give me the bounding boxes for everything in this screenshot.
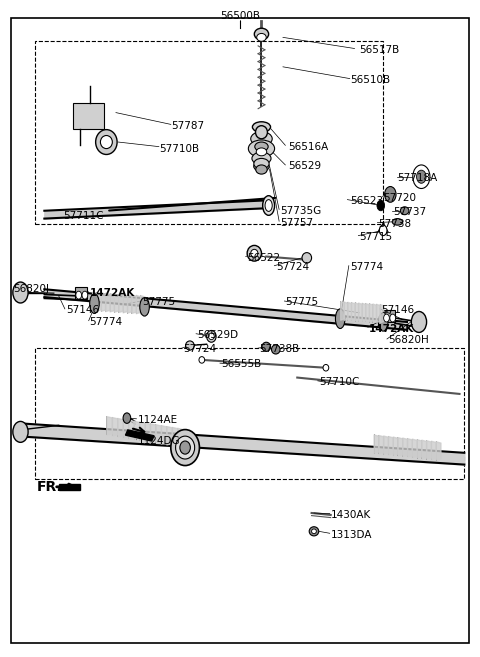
Text: 1124DG: 1124DG xyxy=(137,436,180,446)
Ellipse shape xyxy=(272,345,280,354)
Circle shape xyxy=(377,200,384,211)
Text: 1472AK: 1472AK xyxy=(90,288,135,298)
Bar xyxy=(35,41,383,224)
Circle shape xyxy=(413,165,430,189)
Ellipse shape xyxy=(208,333,214,340)
Text: 57757: 57757 xyxy=(281,217,314,227)
Circle shape xyxy=(379,225,387,236)
Ellipse shape xyxy=(378,313,388,331)
Ellipse shape xyxy=(171,430,199,466)
Ellipse shape xyxy=(186,341,194,350)
Text: 57737: 57737 xyxy=(393,207,426,217)
Text: 56529D: 56529D xyxy=(197,330,238,340)
Circle shape xyxy=(384,314,389,322)
Bar xyxy=(35,348,464,479)
Ellipse shape xyxy=(254,28,269,40)
Ellipse shape xyxy=(252,122,271,132)
Text: 56516A: 56516A xyxy=(288,142,328,152)
Ellipse shape xyxy=(254,158,269,169)
Ellipse shape xyxy=(255,142,268,151)
Ellipse shape xyxy=(400,207,409,215)
Text: 57774: 57774 xyxy=(350,262,383,272)
Circle shape xyxy=(13,282,28,303)
Circle shape xyxy=(384,187,396,202)
Polygon shape xyxy=(125,430,154,441)
Bar xyxy=(75,287,87,299)
Ellipse shape xyxy=(206,330,216,342)
Text: 57787: 57787 xyxy=(171,121,204,131)
Text: 57718A: 57718A xyxy=(397,173,438,183)
Text: 56510B: 56510B xyxy=(350,75,390,85)
Circle shape xyxy=(390,314,396,322)
Text: 56522: 56522 xyxy=(247,253,280,263)
Text: 57724: 57724 xyxy=(276,262,309,272)
Text: 56523: 56523 xyxy=(350,196,383,206)
Ellipse shape xyxy=(180,441,191,454)
Text: 57720: 57720 xyxy=(383,193,416,202)
Ellipse shape xyxy=(257,34,266,41)
Text: 1313DA: 1313DA xyxy=(331,530,372,539)
Text: 56517B: 56517B xyxy=(360,45,399,55)
Ellipse shape xyxy=(336,309,345,328)
Circle shape xyxy=(417,170,426,183)
Ellipse shape xyxy=(323,365,329,371)
Text: 57715: 57715 xyxy=(360,232,393,242)
Ellipse shape xyxy=(255,125,267,139)
Text: 57775: 57775 xyxy=(285,298,318,307)
Text: 57710C: 57710C xyxy=(319,377,359,387)
Text: 57774: 57774 xyxy=(90,317,123,327)
Text: 1472AK: 1472AK xyxy=(369,323,414,334)
Text: 57146: 57146 xyxy=(381,306,414,315)
Ellipse shape xyxy=(254,161,269,171)
Text: 57738: 57738 xyxy=(378,219,411,229)
Bar xyxy=(383,310,395,322)
Text: 56555B: 56555B xyxy=(221,359,261,369)
Circle shape xyxy=(123,413,131,423)
Ellipse shape xyxy=(392,219,403,225)
Text: 57146: 57146 xyxy=(66,306,99,315)
Circle shape xyxy=(76,291,82,299)
Ellipse shape xyxy=(265,200,272,212)
Ellipse shape xyxy=(309,527,319,536)
Text: 56529: 56529 xyxy=(288,161,321,171)
Text: 57724: 57724 xyxy=(183,344,216,354)
Ellipse shape xyxy=(302,252,312,263)
Circle shape xyxy=(411,311,427,332)
Text: 56820J: 56820J xyxy=(13,284,49,294)
Ellipse shape xyxy=(247,246,262,261)
Text: FR.: FR. xyxy=(37,480,63,494)
Text: 57738B: 57738B xyxy=(259,344,300,354)
Ellipse shape xyxy=(96,129,117,154)
Ellipse shape xyxy=(251,131,272,146)
Text: 57775: 57775 xyxy=(142,298,175,307)
Text: 1430AK: 1430AK xyxy=(331,510,371,520)
Ellipse shape xyxy=(263,196,275,215)
Text: 57711C: 57711C xyxy=(63,211,104,221)
Text: 1124AE: 1124AE xyxy=(137,415,178,425)
Ellipse shape xyxy=(262,342,271,351)
Ellipse shape xyxy=(176,436,195,459)
Ellipse shape xyxy=(199,357,204,363)
Circle shape xyxy=(82,291,88,299)
Ellipse shape xyxy=(140,298,149,316)
Ellipse shape xyxy=(252,152,271,165)
Ellipse shape xyxy=(100,135,112,148)
Ellipse shape xyxy=(256,148,267,156)
Text: 57710B: 57710B xyxy=(159,144,199,154)
Ellipse shape xyxy=(251,250,258,257)
Ellipse shape xyxy=(90,294,99,313)
Polygon shape xyxy=(59,484,80,490)
Text: 56500B: 56500B xyxy=(220,11,260,21)
Circle shape xyxy=(13,421,28,442)
Ellipse shape xyxy=(248,140,275,157)
Text: 57735G: 57735G xyxy=(281,206,322,215)
Ellipse shape xyxy=(312,529,316,533)
Text: 56820H: 56820H xyxy=(388,335,429,346)
Ellipse shape xyxy=(256,165,267,174)
Bar xyxy=(73,102,104,129)
